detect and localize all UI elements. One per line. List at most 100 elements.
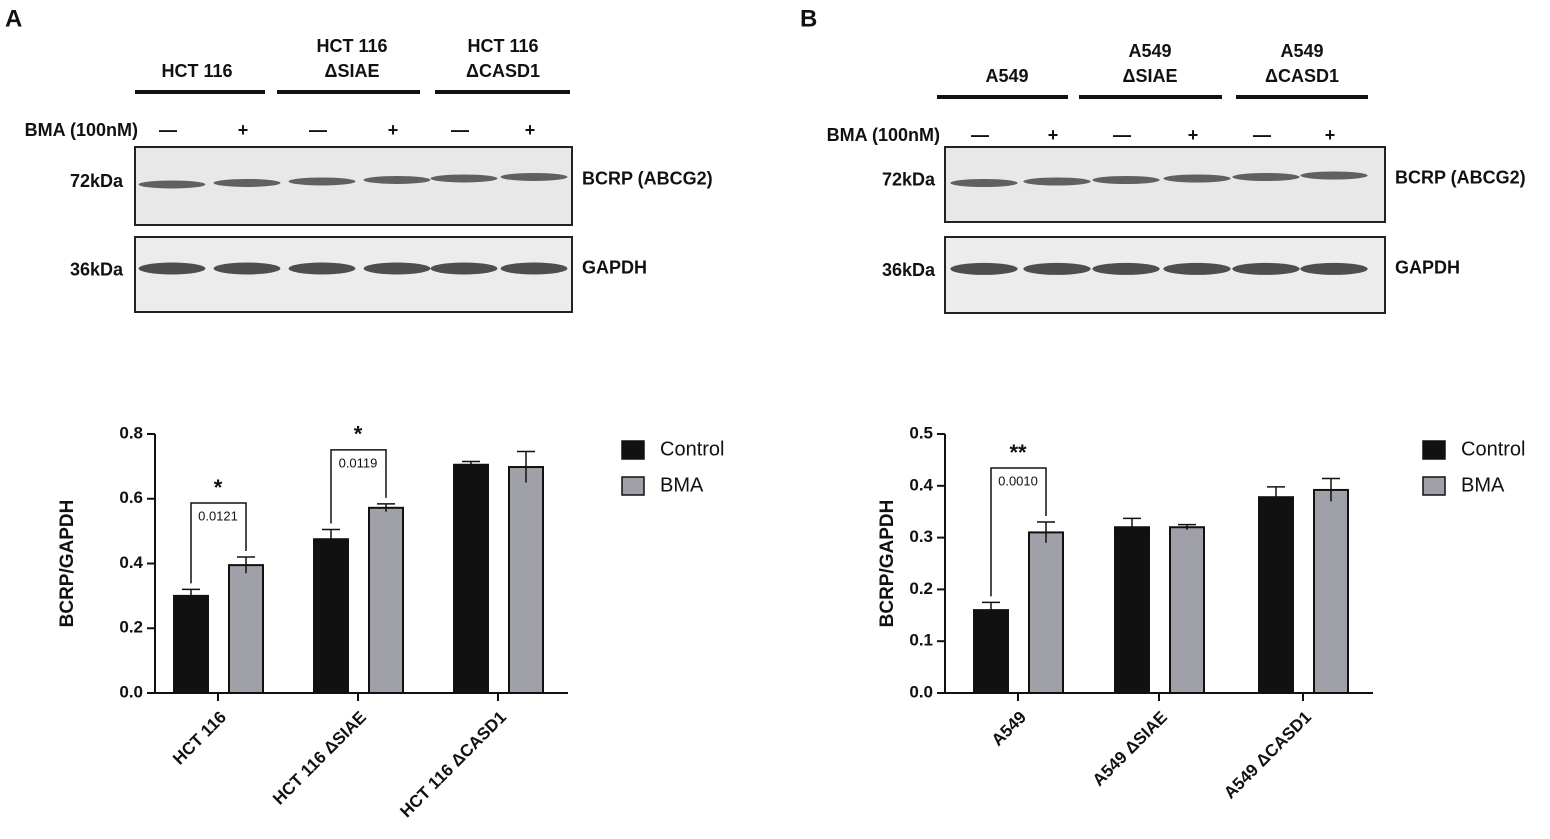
blot-band [363, 175, 431, 184]
significance-stars: * [214, 475, 223, 500]
y-axis-label: BCRP/GAPDH [57, 500, 78, 628]
y-tick-label: 0.6 [119, 488, 143, 507]
bar [453, 463, 489, 694]
blot-band [288, 177, 356, 186]
lane-label: + [1325, 125, 1336, 145]
blot-band [1023, 177, 1091, 186]
bar [313, 538, 349, 694]
protein-label: BCRP (ABCG2) [1395, 167, 1526, 187]
bar [1258, 496, 1294, 695]
bar [368, 506, 404, 694]
error-bar [1037, 521, 1055, 543]
blot-band [1092, 262, 1160, 275]
y-tick-label: 0.1 [909, 631, 933, 650]
x-tick-label: HCT 116 ΔCASD1 [396, 708, 510, 822]
blot-band [950, 179, 1018, 187]
blot-band [1023, 262, 1091, 275]
legend-swatch [1422, 476, 1446, 496]
blot-band [1300, 262, 1368, 275]
blot-band [430, 174, 498, 183]
blot-band [1300, 171, 1368, 180]
molecular-weight: 72kDa [882, 170, 936, 190]
group-label: ΔSIAE [1123, 66, 1178, 86]
y-tick-label: 0.8 [119, 423, 143, 442]
blot-band [213, 262, 281, 275]
p-value: 0.0121 [198, 508, 238, 523]
group-label: A549 [1280, 41, 1323, 61]
error-bar [182, 588, 200, 603]
blot-band [363, 262, 431, 275]
significance-bracket [190, 502, 247, 584]
x-tick-label: HCT 116 ΔSIAE [269, 708, 370, 809]
significance-stars: ** [1009, 440, 1027, 465]
x-tick-label: A549 [988, 708, 1030, 750]
molecular-weight: 36kDa [70, 260, 124, 280]
p-value: 0.0119 [339, 455, 378, 470]
significance-bracket [330, 449, 387, 524]
bar [1028, 531, 1064, 694]
blot-band [138, 180, 206, 189]
bar [173, 594, 209, 694]
molecular-weight: 72kDa [70, 171, 124, 191]
error-bar [517, 450, 535, 483]
group-label: A549 [1128, 41, 1171, 61]
blot-band [213, 178, 281, 187]
y-tick-label: 0.0 [119, 682, 143, 701]
blot-band [950, 262, 1018, 275]
blot-band [430, 262, 498, 275]
bar [1169, 526, 1205, 694]
legend-swatch [621, 476, 645, 496]
error-bar [377, 503, 395, 512]
treatment-label: BMA (100nM) [827, 125, 940, 145]
lane-label: + [388, 120, 399, 140]
lane-label: — [1113, 125, 1131, 145]
group-label: ΔSIAE [325, 61, 380, 81]
x-tick-label: A549 ΔSIAE [1089, 708, 1171, 790]
group-label: HCT 116 [161, 61, 232, 81]
blot-band [500, 262, 568, 275]
molecular-weight: 36kDa [882, 260, 936, 280]
y-tick-label: 0.3 [909, 527, 933, 546]
legend-label: BMA [1461, 474, 1505, 496]
treatment-label: BMA (100nM) [25, 120, 138, 140]
blot-band [1092, 176, 1160, 184]
y-tick-label: 0.2 [119, 618, 143, 637]
error-bar [1123, 517, 1141, 537]
bar [1114, 526, 1150, 694]
blot-image [944, 146, 1386, 223]
group-label: ΔCASD1 [1265, 66, 1339, 86]
legend-label: Control [1461, 438, 1525, 460]
blot-band [1232, 262, 1300, 275]
legend-label: Control [660, 438, 724, 460]
blot-image [944, 236, 1386, 314]
blot-band [288, 262, 356, 275]
lane-label: + [1188, 125, 1199, 145]
blot-image [134, 146, 573, 226]
group-label: HCT 116 [316, 36, 387, 56]
blot-band [138, 262, 206, 275]
error-bar [237, 556, 255, 574]
y-tick-label: 0.4 [909, 475, 933, 494]
blot-band [1163, 174, 1231, 183]
lane-label: — [309, 120, 327, 140]
error-bar [1322, 477, 1340, 502]
protein-label: GAPDH [582, 257, 647, 277]
x-tick-label: A549 ΔCASD1 [1220, 708, 1315, 803]
legend-label: BMA [660, 474, 704, 496]
lane-label: + [1048, 125, 1059, 145]
bar [508, 466, 544, 694]
y-tick-label: 0.4 [119, 553, 143, 572]
significance-stars: * [354, 422, 363, 447]
blot-image [134, 236, 573, 313]
y-axis-label: BCRP/GAPDH [877, 500, 898, 628]
lane-label: + [238, 120, 249, 140]
lane-label: — [159, 120, 177, 140]
p-value: 0.0010 [998, 473, 1038, 488]
error-bar [982, 601, 1000, 618]
y-tick-label: 0.2 [909, 579, 933, 598]
error-bar [322, 528, 340, 549]
lane-label: — [971, 125, 989, 145]
lane-label: + [525, 120, 536, 140]
y-tick-label: 0.0 [909, 682, 933, 701]
